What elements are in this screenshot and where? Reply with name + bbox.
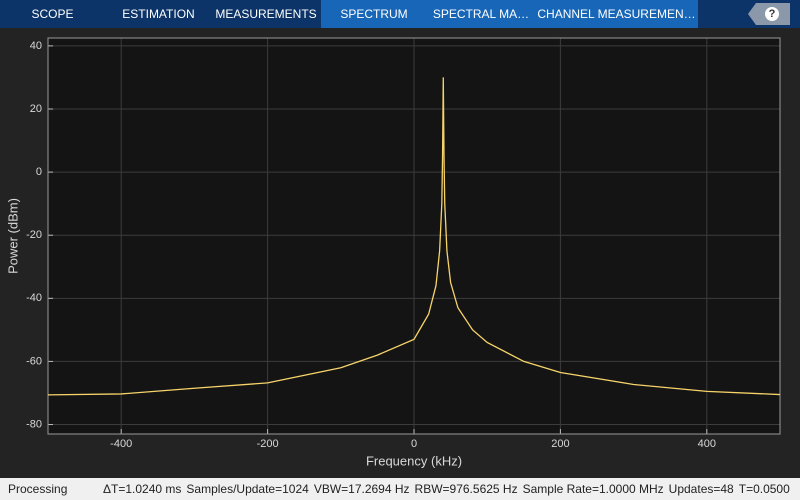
y-tick-label: -20: [26, 229, 42, 241]
status-item: T=0.0500: [738, 482, 790, 496]
plot-border: [47, 37, 781, 435]
status-item: Updates=48: [668, 482, 734, 496]
y-axis-label: Power (dBm): [5, 198, 20, 274]
y-tick-label: -80: [26, 418, 42, 430]
tab[interactable]: SPECTRUM: [321, 0, 427, 28]
status-item: ΔT=1.0240 ms: [103, 482, 182, 496]
tab[interactable]: SCOPE: [31, 7, 74, 21]
tab[interactable]: MEASUREMENTS: [215, 7, 317, 21]
x-axis-label: Frequency (kHz): [366, 453, 462, 468]
tab[interactable]: CHANNEL MEASUREMEN…: [535, 0, 698, 28]
y-tick-label: 40: [30, 40, 42, 52]
help-button[interactable]: ?: [748, 3, 790, 25]
x-tick-label: -200: [257, 438, 279, 450]
x-tick-label: 0: [411, 438, 417, 450]
series-line: [47, 77, 781, 396]
y-tick-label: -60: [26, 355, 42, 367]
x-tick-label: 400: [698, 438, 716, 450]
status-item: RBW=976.5625 Hz: [414, 482, 518, 496]
y-tick-label: 0: [36, 166, 42, 178]
status-item: Sample Rate=1.0000 MHz: [522, 482, 664, 496]
x-tick-label: 200: [551, 438, 569, 450]
status-bar: Processing ΔT=1.0240 ms Samples/Update=10…: [0, 478, 800, 500]
y-tick-label: -40: [26, 292, 42, 304]
chart: Frequency (kHz) Power (dBm) -400 -200 0 200…: [5, 37, 781, 468]
x-tick-label: -400: [110, 438, 132, 450]
status-item: Samples/Update=1024: [186, 482, 309, 496]
tab[interactable]: SPECTRAL MA…: [427, 0, 535, 28]
status-state: Processing: [8, 482, 68, 496]
toolbar: SCOPE ESTIMATION MEASUREMENTS SPECTRUM SPECT…: [0, 0, 800, 28]
help-icon[interactable]: ?: [765, 7, 779, 21]
tab[interactable]: ESTIMATION: [122, 7, 195, 21]
status-item: VBW=17.2694 Hz: [313, 482, 410, 496]
status-items: ΔT=1.0240 ms Samples/Update=1024 VBW=17.26…: [103, 478, 795, 500]
y-tick-label: 20: [30, 103, 42, 115]
